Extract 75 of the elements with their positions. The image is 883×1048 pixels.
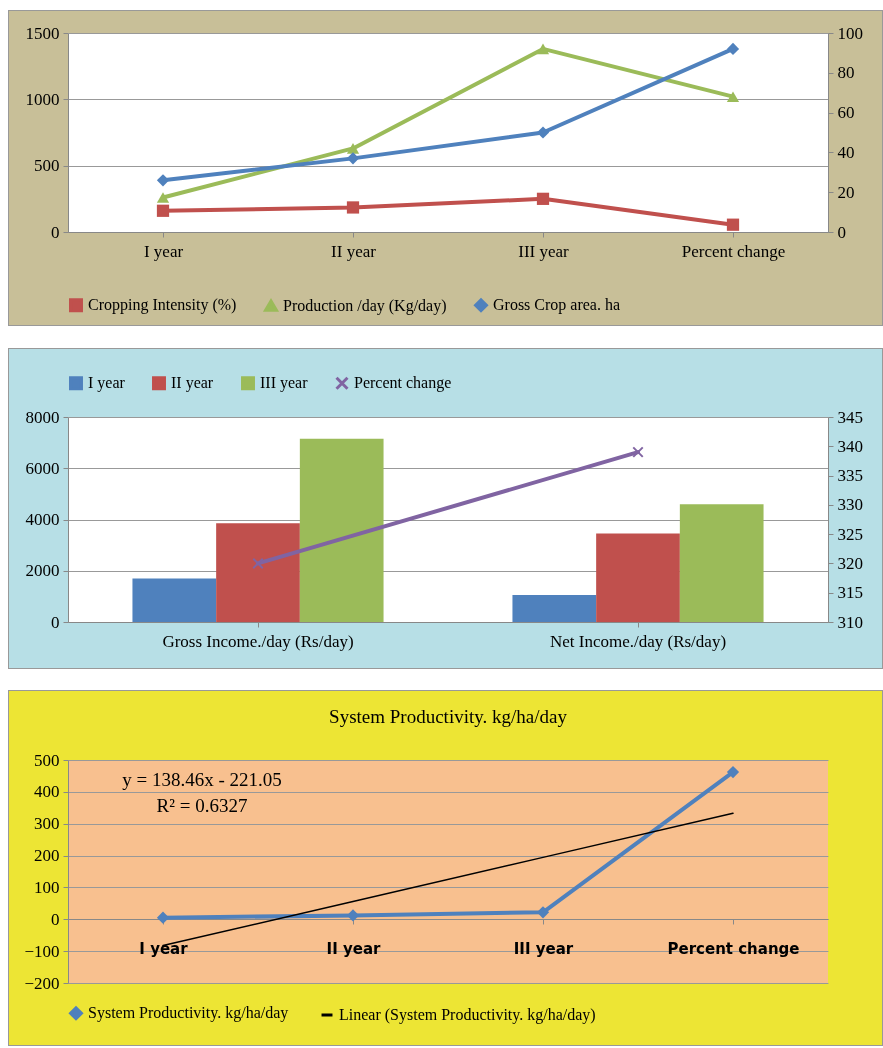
y-tick-label: 0 [51, 222, 60, 242]
y-tick-label: 500 [34, 750, 60, 770]
y2-tick-label: 325 [837, 524, 863, 544]
y2-tick-label: 315 [837, 583, 863, 603]
y2-tick-label: 310 [837, 612, 863, 632]
x-tick-label: I year [143, 241, 184, 261]
legend-label: III year [260, 374, 309, 393]
y-tick-label: 4000 [25, 510, 60, 529]
y-tick-label: 400 [34, 782, 60, 802]
legend-label: Production /day (Kg/day) [283, 296, 447, 315]
legend-label: Linear (System Productivity. kg/ha/day) [339, 1006, 596, 1024]
y2-tick-label: 330 [837, 495, 863, 515]
point [536, 126, 550, 139]
bar [512, 595, 597, 622]
annotation: R² = 0.6327 [156, 795, 248, 816]
y2-tick-label: 80 [837, 63, 855, 83]
point [156, 192, 170, 203]
point [346, 201, 360, 214]
point [726, 218, 740, 231]
x-tick-label: II year [326, 939, 382, 958]
bar [679, 504, 764, 622]
y2-tick-label: 100 [837, 23, 863, 43]
y2-tick-label: 335 [837, 466, 863, 486]
x-tick-label: Net Income./day (Rs/day) [549, 631, 727, 651]
y-tick-label: 6000 [25, 458, 60, 478]
y-tick-label: 200 [34, 846, 60, 866]
point [156, 174, 170, 187]
y2-tick-label: 60 [837, 103, 855, 123]
bar [596, 533, 680, 622]
x-tick-label: III year [518, 241, 570, 261]
legend-label: Percent change [354, 374, 452, 393]
point [156, 204, 170, 217]
point [346, 152, 360, 165]
point [536, 192, 550, 205]
point [156, 911, 170, 924]
y-tick-label: 100 [34, 877, 60, 897]
y-tick-label: 300 [34, 814, 60, 834]
y-tick-label: 2000 [25, 561, 60, 581]
x-tick-label: Percent change [681, 241, 786, 261]
x-tick-label: Percent change [667, 939, 800, 958]
y2-tick-label: 345 [837, 407, 863, 427]
y-tick-label: 1000 [25, 89, 60, 109]
point [346, 909, 360, 922]
y-tick-label: 0 [51, 909, 60, 929]
legend-label: Cropping Intensity (%) [88, 296, 237, 315]
y-tick-label: 500 [34, 156, 60, 176]
x-tick-label: Gross Income./day (Rs/day) [162, 631, 354, 651]
point [726, 765, 740, 779]
y2-tick-label: 320 [837, 553, 863, 573]
chart-title: System Productivity. kg/ha/day [329, 706, 568, 727]
x-tick-label: III year [513, 939, 574, 958]
annotation: y = 138.46x - 221.05 [122, 769, 282, 790]
y-tick-label: −200 [24, 973, 60, 993]
point [726, 42, 740, 56]
y2-tick-label: 40 [837, 142, 855, 162]
bar [132, 578, 217, 622]
bar [216, 523, 300, 622]
y2-tick-label: 20 [837, 182, 855, 202]
y-tick-label: 0 [51, 612, 60, 632]
y-tick-label: −100 [24, 941, 60, 961]
y2-tick-label: 340 [837, 436, 863, 456]
y-tick-label: 8000 [25, 407, 60, 427]
point [536, 906, 550, 919]
legend-label: II year [171, 374, 214, 393]
point [726, 91, 740, 102]
x-tick-label: I year [139, 939, 189, 958]
x-tick-label: II year [331, 241, 377, 261]
legend-label: I year [88, 374, 126, 393]
point [536, 43, 550, 55]
legend-label: Gross Crop area. ha [493, 296, 621, 315]
point [346, 143, 360, 154]
y-tick-label: 1500 [25, 23, 60, 43]
legend-label: System Productivity. kg/ha/day [88, 1004, 289, 1023]
bar [299, 438, 384, 622]
y2-tick-label: 0 [837, 222, 846, 242]
